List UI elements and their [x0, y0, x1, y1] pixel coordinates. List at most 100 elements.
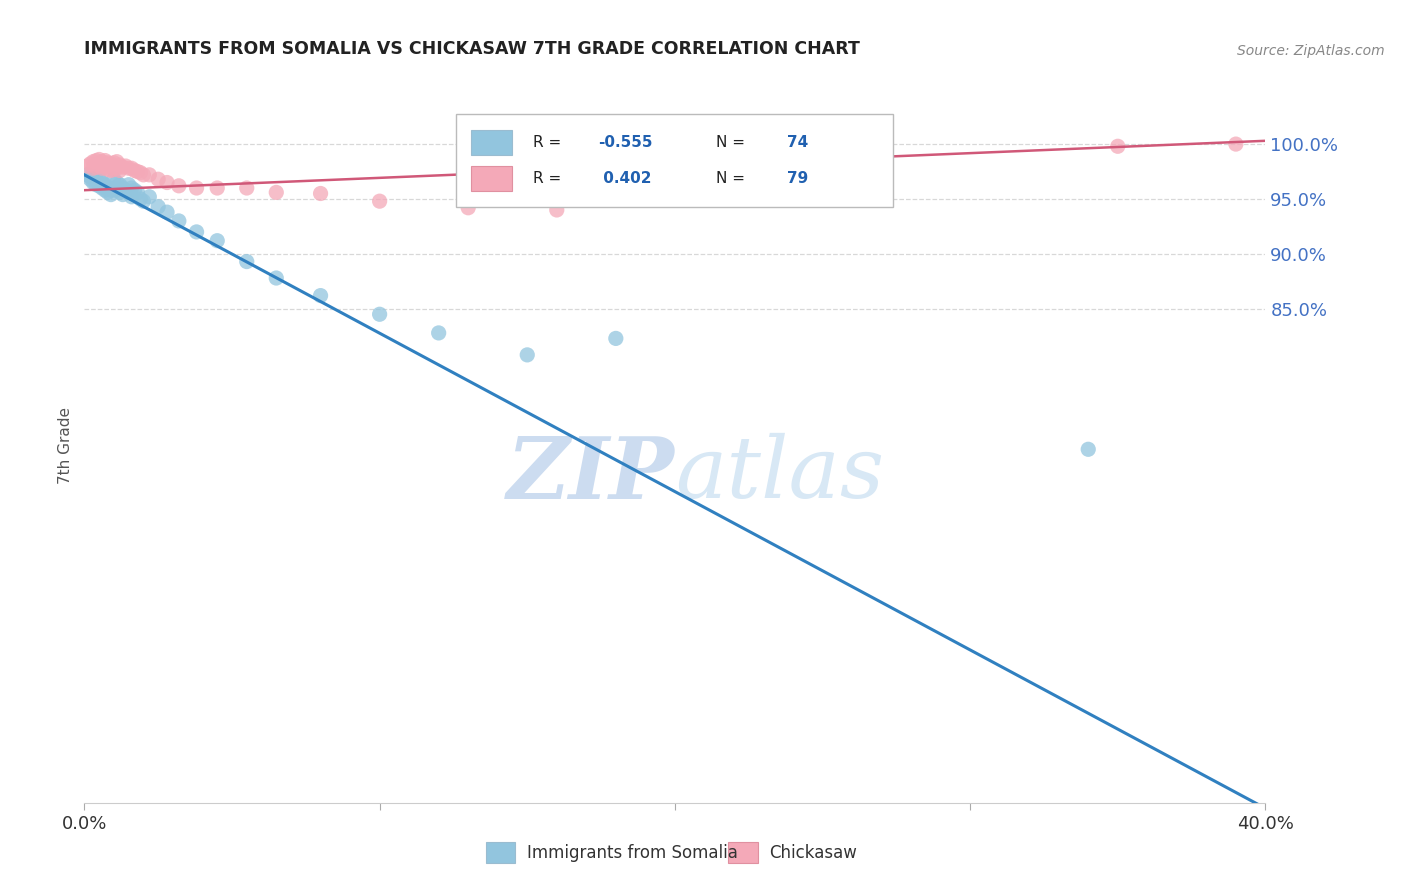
Point — [97, 162, 120, 177]
Point — [100, 157, 122, 171]
FancyBboxPatch shape — [486, 842, 516, 863]
Point — [236, 254, 259, 268]
Point — [148, 200, 170, 214]
Point — [91, 176, 114, 190]
Point — [103, 181, 125, 195]
FancyBboxPatch shape — [728, 842, 758, 863]
Point — [309, 288, 332, 302]
Point — [114, 183, 136, 197]
Point — [91, 154, 114, 169]
Text: ZIP: ZIP — [508, 433, 675, 516]
Y-axis label: 7th Grade: 7th Grade — [58, 408, 73, 484]
Point — [94, 153, 117, 168]
Point — [132, 168, 155, 182]
Point — [97, 186, 120, 200]
Point — [94, 160, 117, 174]
Point — [156, 176, 179, 190]
Point — [103, 162, 125, 177]
Point — [309, 186, 332, 201]
Point — [124, 163, 146, 178]
Text: N =: N = — [716, 136, 749, 150]
Point — [108, 178, 131, 192]
Point — [82, 154, 104, 169]
Text: N =: N = — [716, 171, 749, 186]
Point — [103, 172, 125, 186]
Text: atlas: atlas — [675, 434, 884, 516]
Point — [76, 168, 98, 182]
Point — [129, 166, 152, 180]
Point — [84, 178, 107, 192]
Point — [129, 192, 152, 206]
Point — [94, 183, 117, 197]
Point — [167, 178, 190, 193]
Point — [121, 161, 143, 176]
Point — [105, 183, 128, 197]
Point — [103, 155, 125, 169]
Point — [97, 155, 120, 169]
FancyBboxPatch shape — [471, 166, 512, 191]
Point — [84, 160, 107, 174]
Point — [127, 186, 149, 200]
Point — [205, 181, 228, 195]
Point — [516, 348, 538, 362]
Text: Source: ZipAtlas.com: Source: ZipAtlas.com — [1237, 44, 1385, 58]
Point — [89, 153, 111, 167]
Text: 74: 74 — [787, 136, 808, 150]
Point — [124, 183, 146, 197]
Point — [105, 176, 128, 190]
Text: Immigrants from Somalia: Immigrants from Somalia — [527, 844, 738, 862]
Point — [264, 271, 288, 285]
Point — [97, 181, 120, 195]
Point — [100, 187, 122, 202]
Point — [76, 159, 98, 173]
Point — [148, 172, 170, 186]
Point — [1077, 442, 1099, 457]
Point — [605, 331, 627, 345]
Point — [138, 190, 160, 204]
Point — [105, 154, 128, 169]
Point — [108, 186, 131, 200]
Point — [167, 214, 190, 228]
Point — [91, 181, 114, 195]
Point — [546, 202, 568, 217]
Point — [236, 181, 259, 195]
Point — [82, 161, 104, 176]
Point — [94, 178, 117, 192]
Point — [89, 178, 111, 193]
Text: Chickasaw: Chickasaw — [769, 844, 858, 862]
Point — [427, 326, 450, 340]
Point — [82, 169, 104, 184]
Point — [138, 168, 160, 182]
Point — [105, 161, 128, 176]
Point — [186, 225, 208, 239]
Point — [121, 190, 143, 204]
Point — [84, 153, 107, 168]
Point — [264, 186, 288, 200]
Point — [89, 172, 111, 186]
Text: IMMIGRANTS FROM SOMALIA VS CHICKASAW 7TH GRADE CORRELATION CHART: IMMIGRANTS FROM SOMALIA VS CHICKASAW 7TH… — [84, 40, 860, 58]
FancyBboxPatch shape — [457, 114, 893, 207]
Point — [111, 187, 134, 202]
Text: -0.555: -0.555 — [598, 136, 652, 150]
Point — [114, 159, 136, 173]
Point — [205, 234, 228, 248]
Point — [82, 176, 104, 190]
Point — [91, 161, 114, 176]
Point — [1107, 139, 1129, 153]
Point — [118, 161, 141, 176]
Point — [118, 178, 141, 192]
Point — [186, 181, 208, 195]
Point — [108, 163, 131, 178]
Point — [156, 205, 179, 219]
Point — [111, 181, 134, 195]
Point — [79, 169, 101, 184]
Point — [79, 157, 101, 171]
Point — [121, 181, 143, 195]
Text: 79: 79 — [787, 171, 808, 186]
Text: R =: R = — [533, 171, 567, 186]
Point — [84, 172, 107, 186]
Point — [79, 172, 101, 186]
Point — [100, 183, 122, 197]
Point — [118, 186, 141, 200]
Point — [368, 307, 391, 321]
